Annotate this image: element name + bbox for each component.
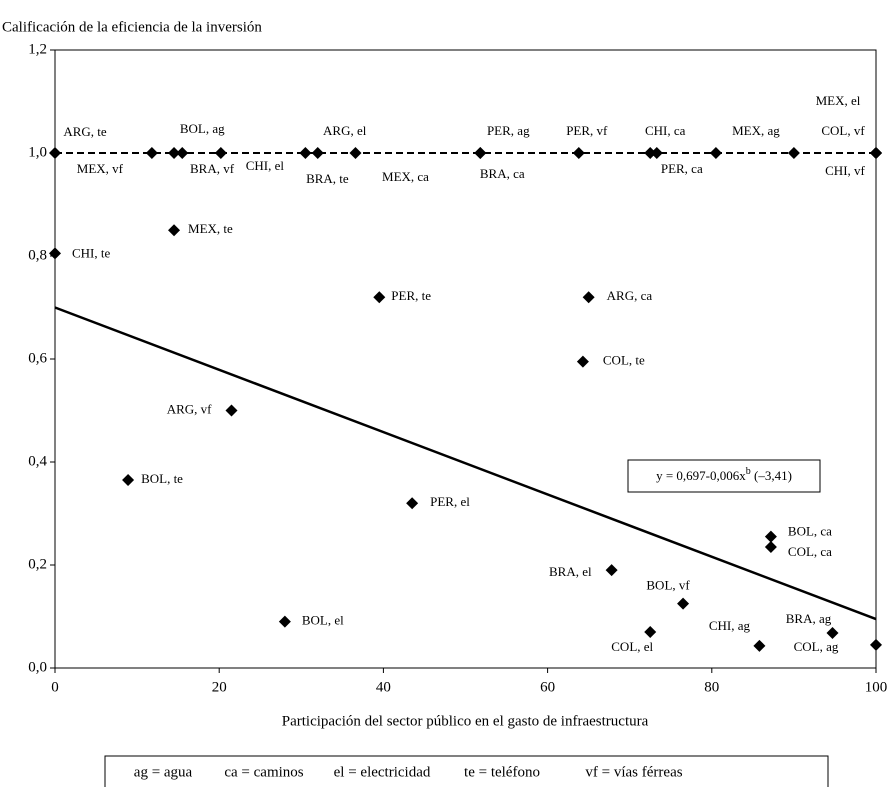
point-label: BOL, ca — [788, 524, 832, 539]
y-tick-label: 0,0 — [28, 659, 47, 675]
data-point — [299, 147, 312, 159]
data-point — [650, 147, 663, 159]
data-point — [605, 564, 618, 577]
data-point — [709, 147, 722, 159]
point-label: PER, te — [391, 288, 431, 303]
data-point — [644, 625, 657, 638]
data-point — [474, 147, 487, 159]
data-point — [168, 224, 181, 237]
abbreviation-note: ag = agua — [134, 764, 193, 780]
x-tick-label: 100 — [865, 679, 888, 695]
chart-title: Calificación de la eficiencia de la inve… — [2, 19, 262, 35]
point-label: MEX, ag — [732, 123, 780, 138]
equation-tail: (–3,41) — [751, 468, 792, 483]
data-point — [214, 147, 227, 159]
reference-line — [54, 306, 877, 621]
point-label: COL, vf — [821, 123, 865, 138]
point-label: CHI, vf — [825, 163, 865, 178]
point-label: PER, el — [430, 494, 470, 509]
data-point — [349, 147, 362, 159]
point-label: BRA, el — [549, 564, 592, 579]
point-label: MEX, el — [816, 93, 861, 108]
point-label: COL, el — [611, 639, 653, 654]
y-tick-label: 0,4 — [28, 453, 47, 469]
data-point — [870, 638, 882, 651]
data-point — [406, 497, 419, 510]
data-point — [168, 147, 181, 159]
y-tick-label: 1,2 — [28, 41, 47, 57]
data-point — [572, 147, 585, 159]
x-tick-label: 80 — [704, 679, 719, 695]
x-tick-label: 60 — [540, 679, 555, 695]
x-tick-label: 0 — [51, 679, 59, 695]
y-tick-label: 1,0 — [28, 144, 47, 160]
data-point — [311, 147, 324, 159]
data-point — [644, 147, 657, 159]
point-label: BOL, te — [141, 471, 183, 486]
y-tick-label: 0,6 — [28, 350, 47, 366]
point-label: MEX, ca — [382, 169, 429, 184]
point-label: PER, ca — [661, 161, 703, 176]
data-point — [49, 147, 61, 159]
point-label: BRA, te — [306, 171, 349, 186]
point-label: MEX, te — [188, 221, 233, 236]
abbreviation-note: ca = caminos — [224, 764, 303, 780]
y-tick-label: 0,8 — [28, 247, 47, 263]
equation-box — [627, 459, 821, 493]
data-point — [826, 626, 839, 639]
abbreviation-note: el = electricidad — [334, 764, 431, 780]
point-label: PER, vf — [566, 123, 608, 138]
equation: y = 0,697-0,006xb (–3,41) — [656, 466, 792, 483]
data-point — [576, 355, 589, 368]
data-point — [764, 540, 777, 553]
point-label: BRA, ag — [786, 611, 832, 626]
point-label: BOL, ag — [180, 121, 225, 136]
abbreviation-notes: ag = agua ca = caminos el = electricidad te… — [134, 764, 683, 780]
point-label: BRA, ca — [480, 166, 525, 181]
x-axis-label: Participación del sector público en el g… — [282, 713, 649, 729]
x-tick-label: 20 — [212, 679, 227, 695]
point-label: COL, ca — [788, 544, 832, 559]
point-label: ARG, te — [63, 124, 107, 139]
abbreviation-note: vf = vías férreas — [585, 764, 682, 780]
data-point — [373, 291, 386, 304]
point-label: COL, ag — [794, 639, 839, 654]
abbreviation-note: te = teléfono — [464, 764, 540, 780]
data-point — [225, 404, 238, 417]
data-point — [582, 291, 595, 304]
data-point — [145, 147, 158, 159]
point-label: PER, ag — [487, 123, 530, 138]
point-label: CHI, el — [246, 158, 285, 173]
data-point — [787, 147, 800, 159]
point-label: MEX, vf — [77, 161, 124, 176]
point-label: CHI, ca — [645, 123, 686, 138]
point-label: BOL, el — [302, 613, 344, 628]
point-label: COL, te — [603, 353, 645, 368]
abbreviation-box — [104, 755, 829, 787]
data-point — [753, 639, 766, 652]
data-point — [870, 147, 882, 159]
point-label: ARG, vf — [167, 401, 212, 416]
point-label: BRA, vf — [190, 161, 235, 176]
point-label: CHI, te — [72, 245, 111, 260]
point-label: BOL, vf — [646, 578, 690, 593]
data-point — [278, 615, 291, 628]
point-label: ARG, el — [323, 123, 367, 138]
equation-main: y = 0,697-0,006x — [656, 468, 746, 483]
y-tick-label: 0,2 — [28, 556, 47, 572]
x-tick-label: 40 — [376, 679, 391, 695]
equation-exponent: b — [746, 466, 751, 477]
data-point — [122, 474, 135, 487]
data-point — [176, 147, 189, 159]
data-point — [49, 247, 61, 260]
data-point — [677, 597, 690, 610]
data-point — [764, 530, 777, 543]
point-label: CHI, ag — [709, 618, 751, 633]
point-label: ARG, ca — [607, 288, 653, 303]
